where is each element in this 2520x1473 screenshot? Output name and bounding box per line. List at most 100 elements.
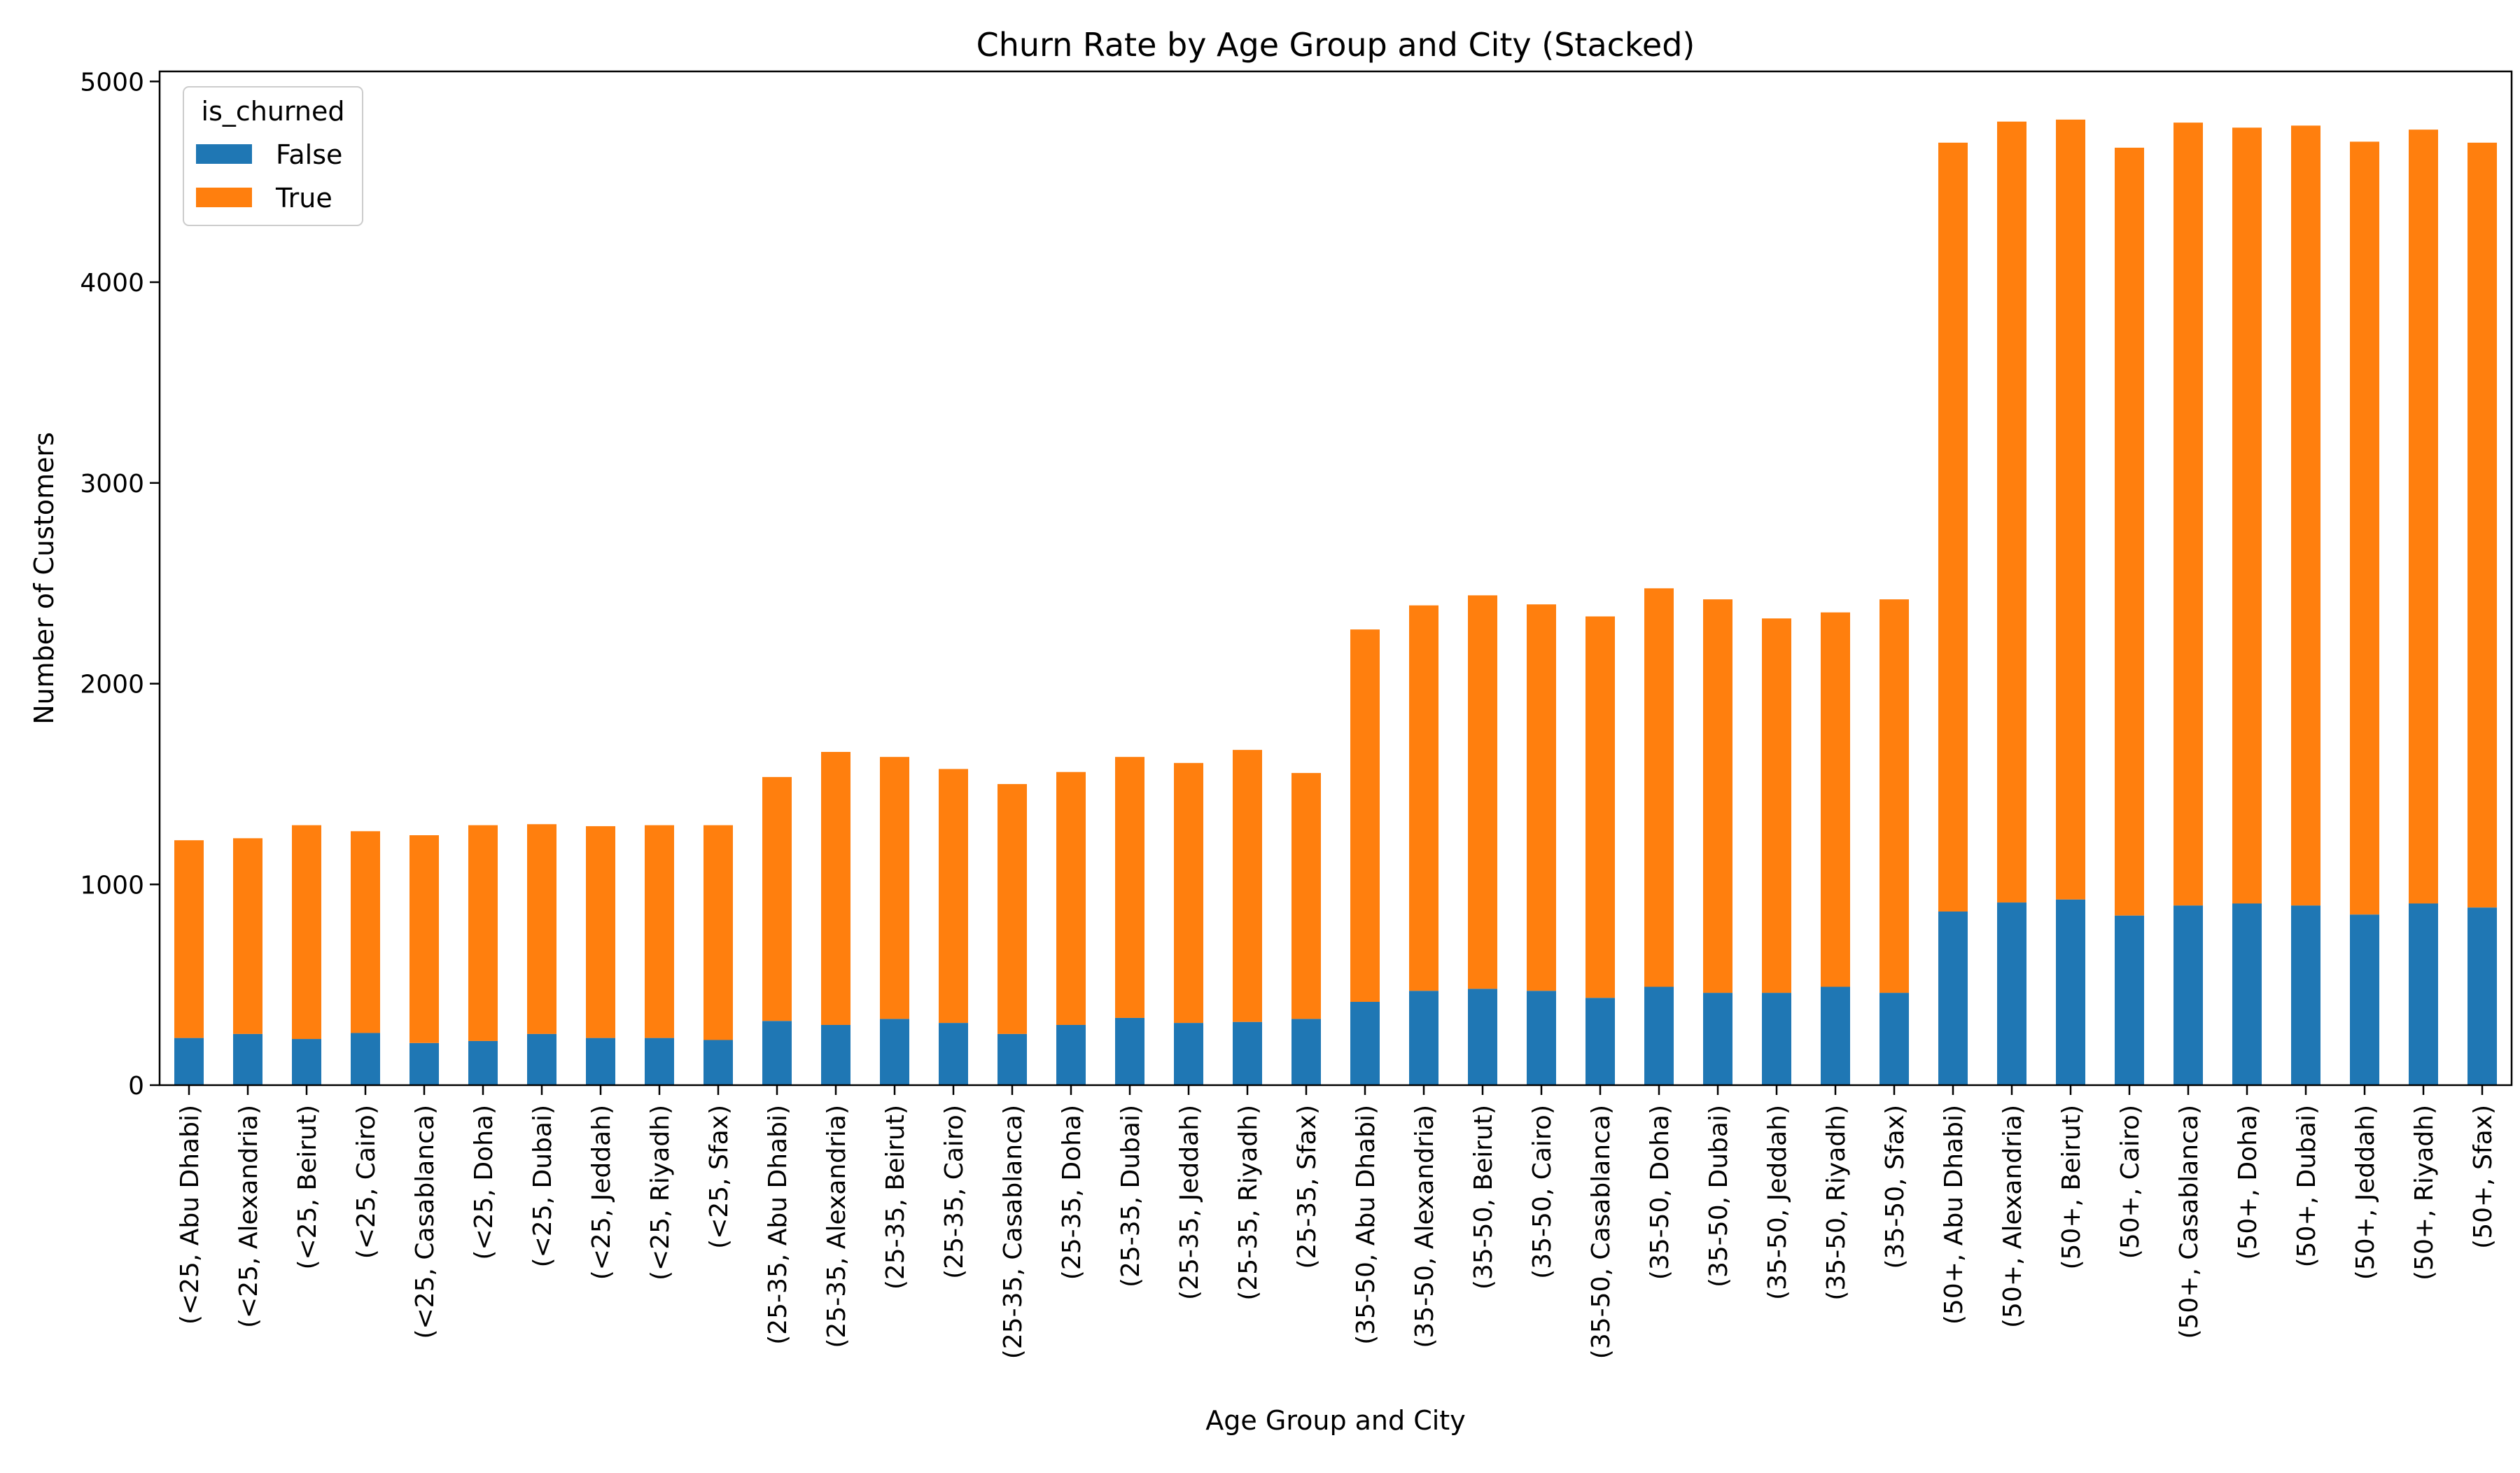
x-tick-label: (50+, Sfax) [2469, 1105, 2498, 1249]
bar-true-11 [821, 752, 850, 1025]
bar-false-24 [1586, 998, 1615, 1085]
x-tick-label: (25-35, Sfax) [1293, 1105, 1322, 1269]
y-tick-label: 1000 [80, 871, 144, 900]
bar-false-30 [1938, 911, 1968, 1085]
bar-false-33 [2115, 915, 2144, 1085]
bars-group [174, 119, 2497, 1085]
bar-true-10 [762, 776, 792, 1021]
bar-true-3 [351, 831, 380, 1033]
bar-false-14 [997, 1033, 1027, 1085]
bar-true-9 [704, 825, 733, 1040]
x-tick-label: (50+, Beirut) [2057, 1105, 2086, 1270]
x-tick-label: (<25, Dubai) [528, 1105, 557, 1267]
x-tick-label: (25-35, Alexandria) [822, 1105, 851, 1348]
x-tick-label: (50+, Jeddah) [2351, 1105, 2380, 1280]
chart-title: Churn Rate by Age Group and City (Stacke… [976, 26, 1695, 64]
bar-true-36 [2291, 125, 2320, 906]
bar-true-35 [2232, 127, 2262, 904]
bar-true-20 [1350, 629, 1380, 1003]
x-tick-label: (50+, Abu Dhabi) [1940, 1105, 1968, 1325]
bar-false-28 [1821, 986, 1850, 1085]
bar-true-31 [1997, 121, 2026, 903]
x-tick-label: (50+, Alexandria) [1998, 1105, 2027, 1328]
bar-true-23 [1527, 604, 1556, 991]
legend-swatch-false [196, 144, 252, 164]
bar-true-2 [292, 825, 321, 1040]
bar-false-7 [586, 1038, 615, 1085]
x-tick-label: (35-50, Alexandria) [1410, 1105, 1439, 1348]
bar-false-29 [1879, 993, 1909, 1085]
x-tick-label: (<25, Cairo) [352, 1105, 381, 1259]
bar-false-12 [880, 1019, 909, 1085]
bar-false-6 [527, 1033, 556, 1085]
bar-false-35 [2232, 903, 2262, 1085]
bar-true-34 [2174, 123, 2203, 906]
bar-true-24 [1586, 616, 1615, 998]
bar-false-34 [2174, 905, 2203, 1085]
bar-true-6 [527, 824, 556, 1034]
bar-true-28 [1821, 612, 1850, 987]
y-tick-label: 3000 [80, 470, 144, 498]
bar-false-37 [2350, 914, 2379, 1085]
bar-false-23 [1527, 991, 1556, 1085]
bar-false-2 [292, 1039, 321, 1085]
y-axis: 0 1000 2000 3000 4000 5000 [80, 68, 160, 1101]
x-tick-label: (<25, Riyadh) [646, 1105, 675, 1280]
x-tick-label: (<25, Alexandria) [234, 1105, 263, 1328]
bar-true-5 [468, 825, 498, 1041]
x-tick-label: (<25, Beirut) [293, 1105, 322, 1270]
bar-true-39 [2468, 142, 2497, 908]
y-tick-label: 0 [128, 1072, 144, 1101]
x-tick-label: (35-50, Cairo) [1528, 1105, 1557, 1279]
x-tick-label: (35-50, Dubai) [1704, 1105, 1733, 1287]
bar-true-17 [1174, 762, 1203, 1024]
x-tick-label: (25-35, Beirut) [881, 1105, 910, 1290]
legend-label-false: False [276, 139, 342, 170]
y-axis-label: Number of Customers [29, 432, 59, 725]
bar-true-25 [1644, 588, 1674, 987]
x-tick-label: (25-35, Dubai) [1116, 1105, 1145, 1287]
x-tick-label: (25-35, Casablanca) [999, 1105, 1028, 1359]
bar-false-21 [1409, 991, 1438, 1085]
legend-swatch-true [196, 188, 252, 207]
legend-label-true: True [275, 183, 332, 214]
bar-true-29 [1879, 599, 1909, 993]
bar-false-10 [762, 1021, 792, 1085]
bar-true-0 [174, 840, 204, 1038]
bar-true-14 [997, 783, 1027, 1034]
bar-true-12 [880, 757, 909, 1019]
x-tick-label: (<25, Casablanca) [411, 1105, 440, 1339]
bar-false-17 [1174, 1023, 1203, 1085]
bar-true-30 [1938, 142, 1968, 912]
x-tick-label: (25-35, Riyadh) [1234, 1105, 1263, 1301]
bar-true-32 [2056, 119, 2085, 900]
x-tick-label: (25-35, Abu Dhabi) [764, 1105, 792, 1345]
y-tick-label: 5000 [80, 68, 144, 97]
bar-true-22 [1468, 595, 1497, 989]
bar-false-4 [410, 1042, 439, 1085]
x-tick-label: (<25, Jeddah) [587, 1105, 616, 1280]
x-axis-label: Age Group and City [1205, 1405, 1465, 1436]
bar-false-26 [1703, 993, 1732, 1085]
bar-false-38 [2409, 903, 2438, 1085]
x-tick-label: (50+, Riyadh) [2410, 1105, 2439, 1280]
bar-false-20 [1350, 1002, 1380, 1085]
bar-true-16 [1115, 757, 1144, 1018]
x-tick-label: (35-50, Doha) [1646, 1105, 1674, 1280]
bar-false-1 [233, 1033, 262, 1085]
bar-false-8 [645, 1038, 674, 1085]
x-tick-label: (25-35, Jeddah) [1175, 1105, 1204, 1300]
bar-true-1 [233, 838, 262, 1034]
bar-true-13 [939, 769, 968, 1024]
bar-false-32 [2056, 899, 2085, 1085]
bar-true-37 [2350, 141, 2379, 915]
bar-false-0 [174, 1038, 204, 1085]
x-tick-label: (<25, Abu Dhabi) [176, 1105, 204, 1325]
bar-false-9 [704, 1040, 733, 1085]
y-tick-label: 4000 [80, 269, 144, 298]
y-tick-label: 2000 [80, 671, 144, 699]
bar-false-36 [2291, 905, 2320, 1085]
bar-false-16 [1115, 1017, 1144, 1085]
bar-false-18 [1233, 1021, 1262, 1085]
